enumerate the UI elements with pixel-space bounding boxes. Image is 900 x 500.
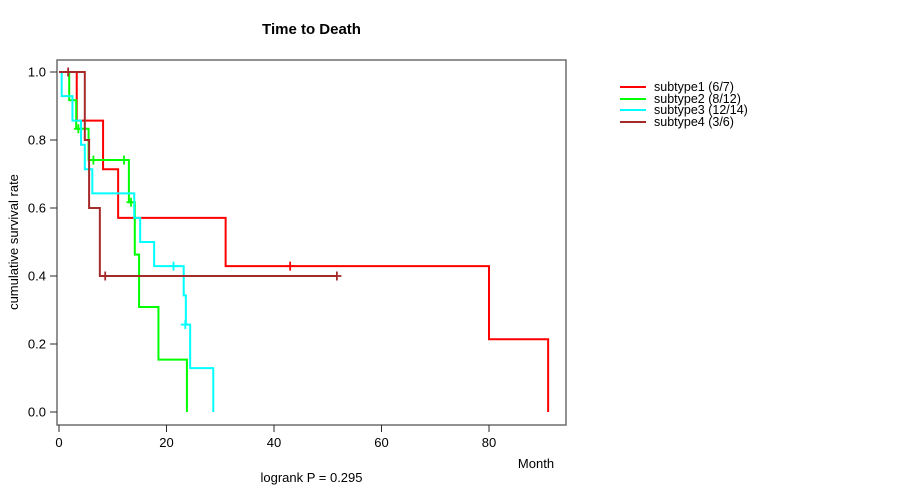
survival-curve-subtype2 <box>59 71 188 412</box>
legend-item-subtype1: subtype1 (6/7) <box>620 81 748 93</box>
legend-item-subtype4: subtype4 (3/6) <box>620 116 748 128</box>
y-tick-label: 0.8 <box>28 133 46 148</box>
survival-curve-subtype4 <box>59 71 337 277</box>
legend-line-swatch <box>620 109 646 112</box>
y-tick-label: 0.4 <box>28 269 46 284</box>
legend-label: subtype1 (6/7) <box>654 79 734 94</box>
legend-line-swatch <box>620 85 646 88</box>
x-tick-label: 0 <box>55 435 62 450</box>
y-tick-label: 1.0 <box>28 65 46 80</box>
plot-frame <box>56 59 567 426</box>
logrank-annotation: logrank P = 0.295 <box>260 470 363 485</box>
legend-item-subtype2: subtype2 (8/12) <box>620 91 748 106</box>
y-tick-label: 0.0 <box>28 405 46 420</box>
legend-label: subtype4 (3/6) <box>654 114 734 129</box>
legend-label: subtype3 (12/14) <box>654 103 748 118</box>
legend-line-swatch <box>620 120 646 123</box>
legend-line-swatch <box>620 97 646 100</box>
x-axis-title: Month <box>517 456 555 471</box>
y-tick-label: 0.2 <box>28 337 46 352</box>
survival-curve-subtype1 <box>59 71 550 412</box>
survival-curve-subtype3 <box>59 71 215 412</box>
legend: subtype1 (6/7) subtype2 (8/12) subtype3 … <box>620 81 748 128</box>
legend-item-subtype3: subtype3 (12/14) <box>620 104 748 116</box>
x-tick-label: 80 <box>482 435 496 450</box>
legend-label: subtype2 (8/12) <box>654 91 741 106</box>
x-tick-label: 20 <box>159 435 173 450</box>
y-axis-title: cumulative survival rate <box>6 174 21 310</box>
x-tick-label: 40 <box>267 435 281 450</box>
y-tick-label: 0.6 <box>28 201 46 216</box>
chart-title: Time to Death <box>262 21 361 38</box>
x-tick-label: 60 <box>374 435 388 450</box>
